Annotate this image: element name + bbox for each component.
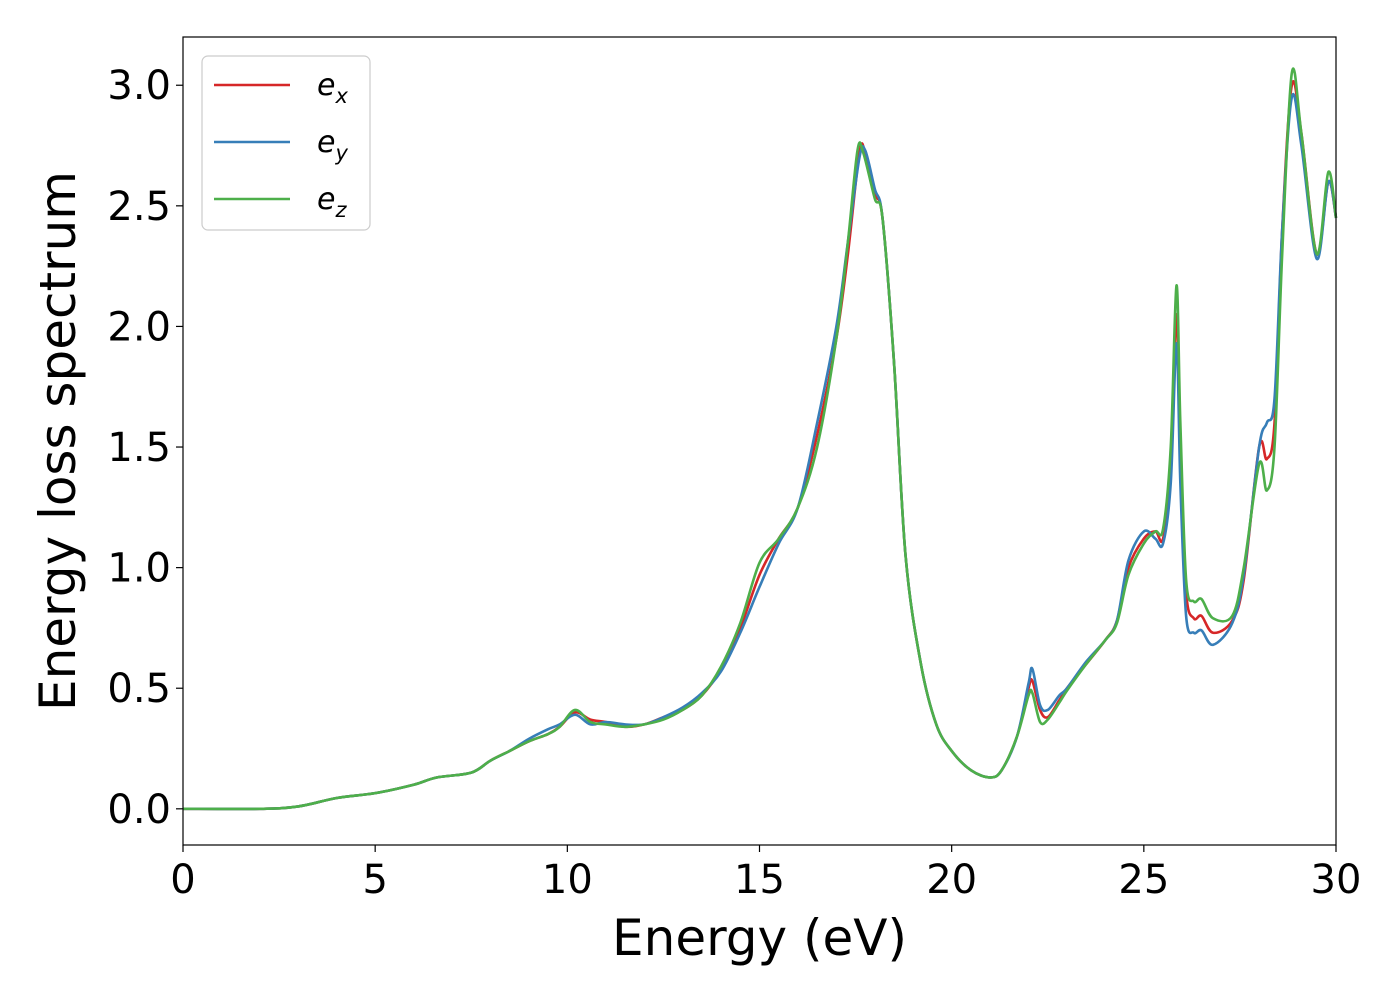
legend-entry-ey: ey bbox=[317, 125, 348, 165]
x-tick-label: 25 bbox=[1118, 857, 1169, 903]
x-tick-label: 0 bbox=[170, 857, 195, 903]
x-tick-label: 5 bbox=[362, 857, 387, 903]
x-axis: 0 5 10 15 20 25 30 bbox=[170, 845, 1361, 903]
y-tick-label: 1.0 bbox=[107, 546, 171, 592]
y-axis: 0.0 0.5 1.0 1.5 2.0 2.5 3.0 bbox=[107, 63, 183, 833]
legend-entry-ez: ez bbox=[317, 182, 347, 222]
y-tick-label: 3.0 bbox=[107, 63, 171, 109]
y-tick-label: 0.5 bbox=[107, 666, 171, 712]
x-tick-label: 15 bbox=[734, 857, 785, 903]
series-line-ez bbox=[182, 67, 1338, 811]
x-tick-label: 20 bbox=[926, 857, 977, 903]
y-tick-label: 2.0 bbox=[107, 304, 171, 350]
y-tick-label: 2.5 bbox=[107, 184, 171, 230]
x-tick-label: 30 bbox=[1311, 857, 1362, 903]
series-lines bbox=[182, 67, 1338, 811]
y-axis-label: Energy loss spectrum bbox=[29, 171, 87, 711]
x-tick-label: 10 bbox=[542, 857, 593, 903]
y-tick-label: 1.5 bbox=[107, 425, 171, 471]
legend: ex ey ez bbox=[201, 55, 371, 231]
y-tick-label: 0.0 bbox=[107, 787, 171, 833]
legend-entry-ex: ex bbox=[317, 68, 348, 108]
x-axis-label: Energy (eV) bbox=[612, 909, 907, 967]
